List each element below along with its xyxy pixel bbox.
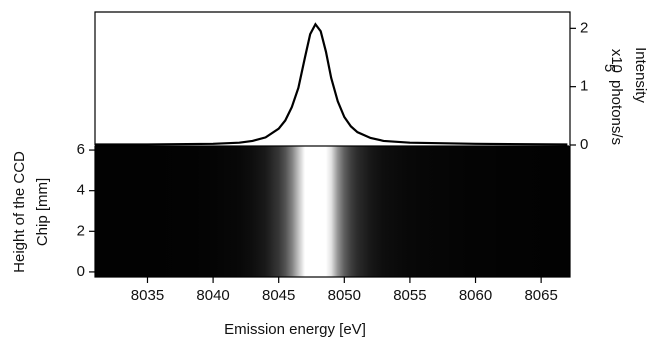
x-tick-label: 8045 bbox=[262, 287, 295, 304]
y-tick-label: 0 bbox=[77, 263, 85, 280]
y2-axis-label: Intensity bbox=[632, 47, 649, 103]
x-tick-label: 8050 bbox=[328, 287, 361, 304]
y-tick-label: 4 bbox=[77, 182, 85, 199]
y2-axis-label: photons/s bbox=[608, 80, 625, 145]
y-tick-label: 1 bbox=[580, 78, 588, 95]
x-tick-label: 8065 bbox=[524, 287, 557, 304]
x-tick-label: 8035 bbox=[131, 287, 164, 304]
spectrum-line bbox=[95, 24, 567, 144]
y2-axis-label: 5 bbox=[601, 64, 618, 72]
ccd-image bbox=[95, 146, 570, 277]
y-axis-label: Height of the CCD bbox=[11, 151, 28, 273]
y-tick-label: 2 bbox=[77, 222, 85, 239]
y-axis-label: Chip [mm] bbox=[34, 178, 51, 246]
plot-frame bbox=[95, 12, 570, 145]
chart: Emission energy [eV] Height of the CCD C… bbox=[0, 0, 652, 345]
y-tick-label: 2 bbox=[580, 19, 588, 36]
y-tick-label: 6 bbox=[77, 141, 85, 158]
y-tick-label: 0 bbox=[580, 136, 588, 153]
x-tick-label: 8055 bbox=[393, 287, 426, 304]
x-tick-label: 8040 bbox=[196, 287, 229, 304]
x-tick-label: 8060 bbox=[459, 287, 492, 304]
x-axis-label: Emission energy [eV] bbox=[224, 321, 366, 338]
